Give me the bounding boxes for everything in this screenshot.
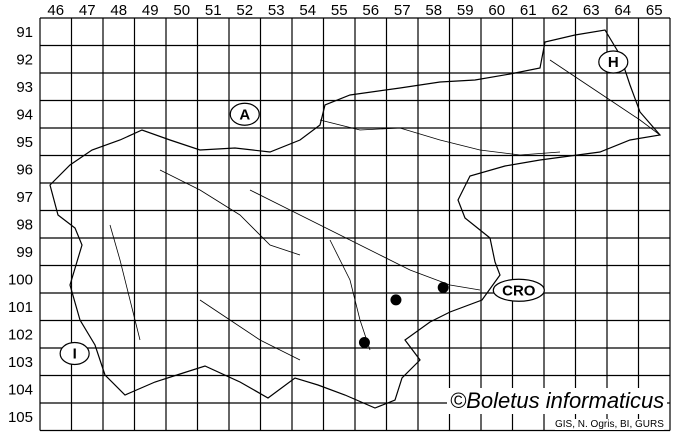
column-label: 52 xyxy=(236,2,253,19)
column-label: 46 xyxy=(47,2,64,19)
column-label: 53 xyxy=(268,2,285,19)
neighbour-country-label: CRO xyxy=(492,278,545,302)
row-label: 103 xyxy=(8,354,33,371)
column-label: 58 xyxy=(425,2,442,19)
column-label: 49 xyxy=(142,2,159,19)
svg-text:H: H xyxy=(608,54,619,71)
row-label: 93 xyxy=(16,79,33,96)
record-dot xyxy=(437,282,449,293)
column-label: 62 xyxy=(551,2,568,19)
column-label: 50 xyxy=(173,2,190,19)
row-label: 94 xyxy=(16,106,33,123)
row-label: 100 xyxy=(8,271,33,288)
row-label: 91 xyxy=(16,24,33,41)
column-label: 65 xyxy=(646,2,663,19)
column-label: 55 xyxy=(331,2,348,19)
column-label: 63 xyxy=(583,2,600,19)
row-label: 95 xyxy=(16,134,33,151)
rivers xyxy=(109,59,661,361)
row-label: 92 xyxy=(16,51,33,68)
svg-text:A: A xyxy=(239,106,250,123)
row-label: 104 xyxy=(8,381,33,398)
column-label: 59 xyxy=(457,2,474,19)
svg-text:CRO: CRO xyxy=(502,282,536,299)
row-label: 99 xyxy=(16,244,33,261)
country-outline xyxy=(49,29,662,409)
column-label: 54 xyxy=(299,2,316,19)
column-label: 51 xyxy=(205,2,222,19)
credit-text: GIS, N. Ogris, BI, GURS xyxy=(555,419,664,430)
row-label: 101 xyxy=(8,299,33,316)
neighbour-country-label: I xyxy=(59,341,90,366)
row-label: 105 xyxy=(8,409,33,426)
row-label: 97 xyxy=(16,189,33,206)
neighbour-country-label: H xyxy=(598,50,629,74)
grid xyxy=(39,17,671,432)
column-label: 56 xyxy=(362,2,379,19)
record-dot xyxy=(358,337,370,348)
column-label: 48 xyxy=(110,2,127,19)
row-label: 98 xyxy=(16,216,33,233)
row-label: 102 xyxy=(8,326,33,343)
column-label: 61 xyxy=(520,2,537,19)
column-label: 47 xyxy=(79,2,96,19)
record-dot xyxy=(390,294,402,306)
row-label: 96 xyxy=(16,161,33,178)
column-label: 64 xyxy=(614,2,631,19)
column-label: 60 xyxy=(488,2,505,19)
svg-text:I: I xyxy=(73,346,77,363)
neighbour-country-label: A xyxy=(229,102,260,126)
copyright-text: ©Boletus informaticus xyxy=(447,388,668,414)
column-label: 57 xyxy=(394,2,411,19)
